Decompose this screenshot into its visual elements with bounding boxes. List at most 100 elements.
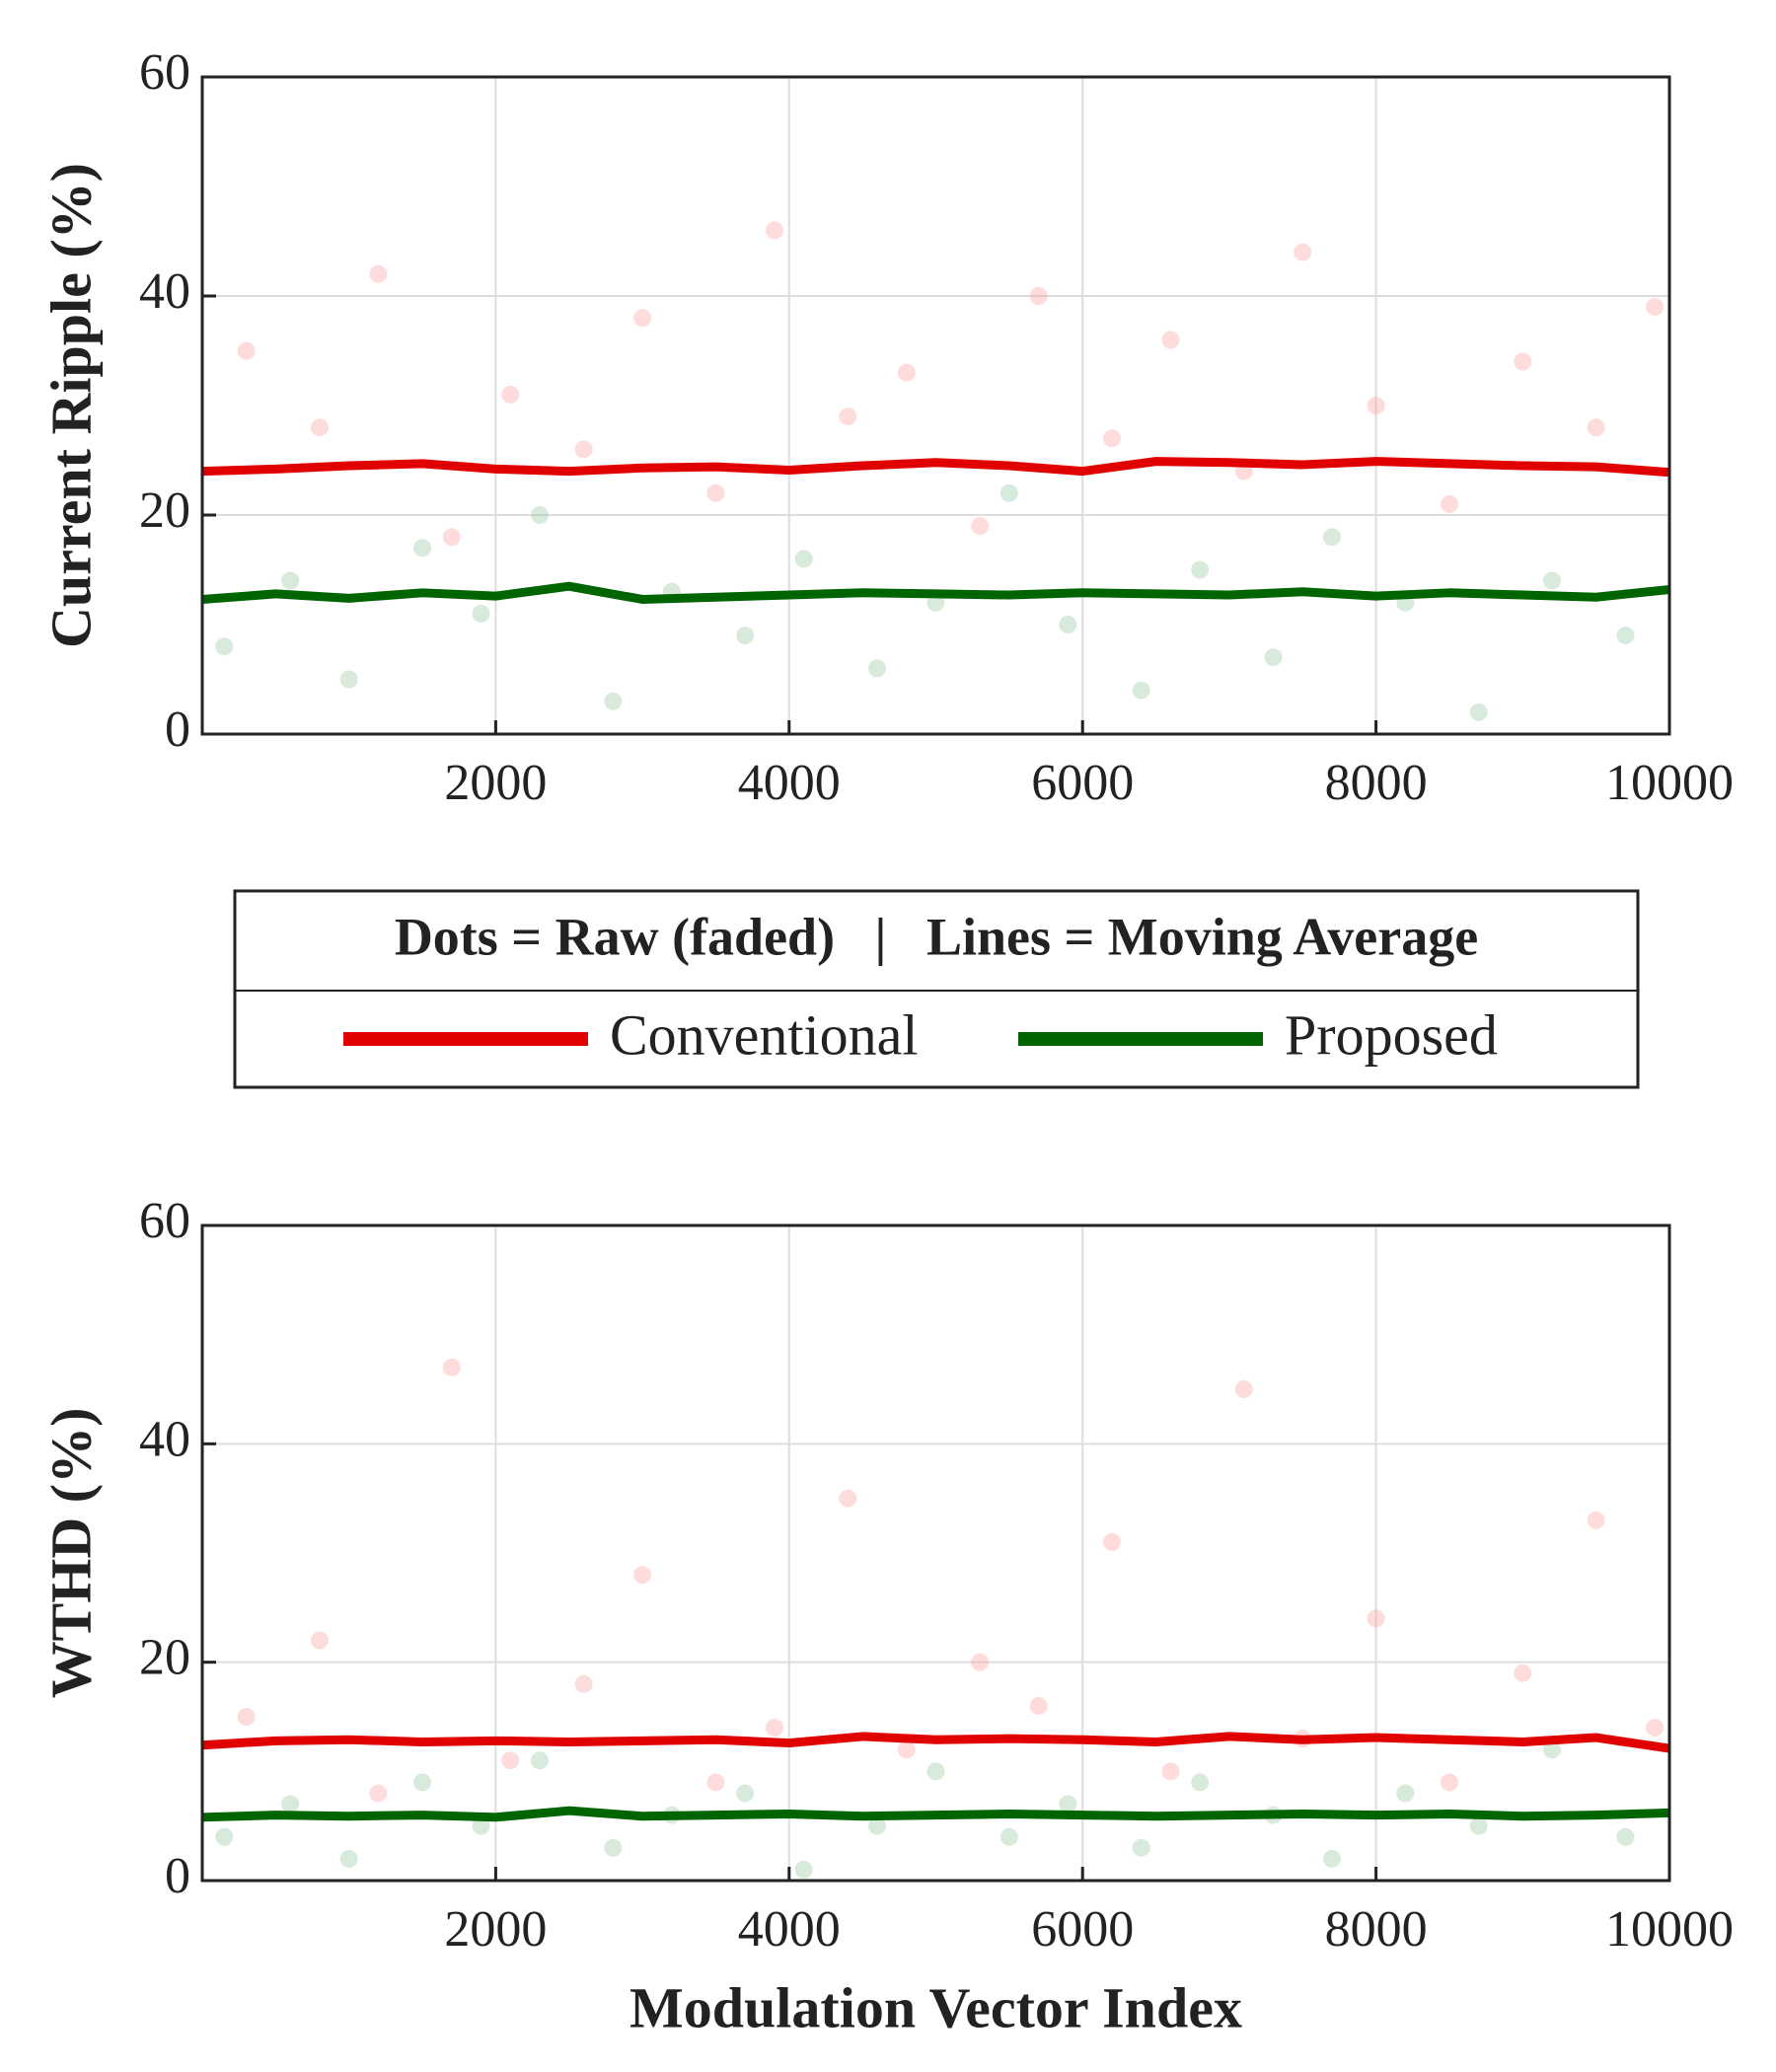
raw-dot — [897, 1740, 916, 1759]
raw-dot — [604, 1838, 623, 1857]
raw-dot — [999, 483, 1018, 502]
raw-dot — [1646, 1719, 1665, 1738]
raw-dot — [794, 550, 813, 568]
raw-dot — [1514, 1664, 1532, 1682]
y-tick-label: 60 — [139, 44, 190, 101]
legend-title: Dots = Raw (faded) | Lines = Moving Aver… — [395, 907, 1478, 966]
raw-dot — [971, 1653, 990, 1671]
raw-dot — [1029, 1696, 1048, 1715]
moving-average-line — [201, 1806, 1670, 1822]
raw-dot — [1029, 287, 1048, 305]
y-axis-label: WTHD (%) — [38, 1408, 103, 1699]
y-tick-label: 0 — [165, 702, 190, 758]
raw-dot — [310, 418, 329, 437]
raw-dot — [501, 385, 520, 404]
raw-dot — [1322, 528, 1341, 547]
raw-dot — [1616, 627, 1635, 645]
raw-dot — [1543, 571, 1562, 590]
raw-dot — [604, 692, 623, 710]
y-tick-label: 0 — [165, 1848, 190, 1904]
y-tick-label: 60 — [139, 1193, 190, 1249]
raw-dot — [237, 1708, 256, 1726]
raw-dot — [369, 264, 388, 283]
x-tick-label: 8000 — [1325, 1901, 1428, 1958]
raw-dot — [1514, 352, 1532, 371]
raw-dot — [971, 517, 990, 536]
raw-dot — [339, 670, 358, 689]
raw-dot — [1132, 1838, 1150, 1857]
legend-box — [233, 889, 1640, 1089]
raw-dot — [281, 571, 300, 590]
x-tick-label: 10000 — [1605, 755, 1734, 811]
raw-dot — [1234, 1380, 1253, 1398]
raw-dot — [1469, 1816, 1488, 1835]
raw-dot — [706, 483, 725, 502]
raw-dot — [1102, 429, 1121, 448]
raw-dot — [531, 506, 550, 524]
raw-dot — [1264, 648, 1283, 667]
x-axis-label: Modulation Vector Index — [629, 1975, 1242, 2039]
raw-dot — [1616, 1827, 1635, 1846]
raw-dot — [633, 1566, 652, 1585]
moving-average-line — [201, 581, 1670, 604]
raw-dot — [706, 1773, 725, 1792]
x-tick-label: 8000 — [1325, 755, 1428, 811]
raw-dot — [1646, 298, 1665, 317]
x-tick-label: 10000 — [1605, 1901, 1734, 1958]
raw-dot — [736, 627, 755, 645]
raw-dot — [472, 604, 490, 623]
raw-dot — [574, 1674, 593, 1693]
raw-dot — [633, 309, 652, 328]
y-tick-label: 20 — [139, 482, 190, 539]
raw-dot — [281, 1795, 300, 1813]
raw-dot — [1396, 1784, 1415, 1803]
x-tick-label: 6000 — [1031, 755, 1134, 811]
raw-dot — [574, 440, 593, 459]
y-tick-label: 40 — [139, 1411, 190, 1467]
raw-dot — [472, 1816, 490, 1835]
x-tick-label: 2000 — [444, 755, 547, 811]
raw-dot — [1440, 494, 1458, 513]
raw-dot — [1102, 1532, 1121, 1551]
raw-dot — [413, 1773, 432, 1792]
raw-dot — [310, 1631, 329, 1650]
raw-dot — [215, 637, 234, 656]
raw-dot — [339, 1849, 358, 1868]
raw-dot — [1440, 1773, 1458, 1792]
legend-label: Conventional — [610, 1002, 919, 1067]
raw-dot — [897, 363, 916, 382]
y-tick-label: 20 — [139, 1630, 190, 1686]
legend-label: Proposed — [1285, 1002, 1498, 1067]
raw-dot — [839, 407, 857, 426]
raw-dot — [1587, 1511, 1605, 1529]
raw-dot — [1322, 1849, 1341, 1868]
raw-dot — [1191, 1773, 1210, 1792]
raw-dot — [736, 1784, 755, 1803]
raw-dot — [501, 1751, 520, 1770]
raw-dot — [1161, 1762, 1180, 1781]
raw-dot — [1543, 1740, 1562, 1759]
raw-dot — [1469, 703, 1488, 721]
y-tick-label: 40 — [139, 263, 190, 320]
raw-dot — [442, 1358, 461, 1376]
raw-dot — [369, 1784, 388, 1803]
plot-frame — [200, 75, 1671, 736]
raw-dot — [999, 1827, 1018, 1846]
raw-dot — [1587, 418, 1605, 437]
raw-dot — [1059, 616, 1077, 633]
raw-dot — [868, 1816, 887, 1835]
x-tick-label: 6000 — [1031, 1901, 1134, 1958]
raw-dot — [868, 659, 887, 678]
plot-frame — [200, 1223, 1671, 1883]
raw-dot — [1367, 397, 1385, 414]
raw-dot — [1367, 1609, 1385, 1628]
raw-dot — [215, 1827, 234, 1846]
raw-dot — [765, 1719, 783, 1738]
raw-dot — [237, 341, 256, 360]
raw-dot — [531, 1751, 550, 1770]
raw-dot — [1059, 1795, 1077, 1813]
raw-dot — [926, 1762, 945, 1781]
raw-dot — [1161, 331, 1180, 349]
raw-dot — [839, 1489, 857, 1508]
